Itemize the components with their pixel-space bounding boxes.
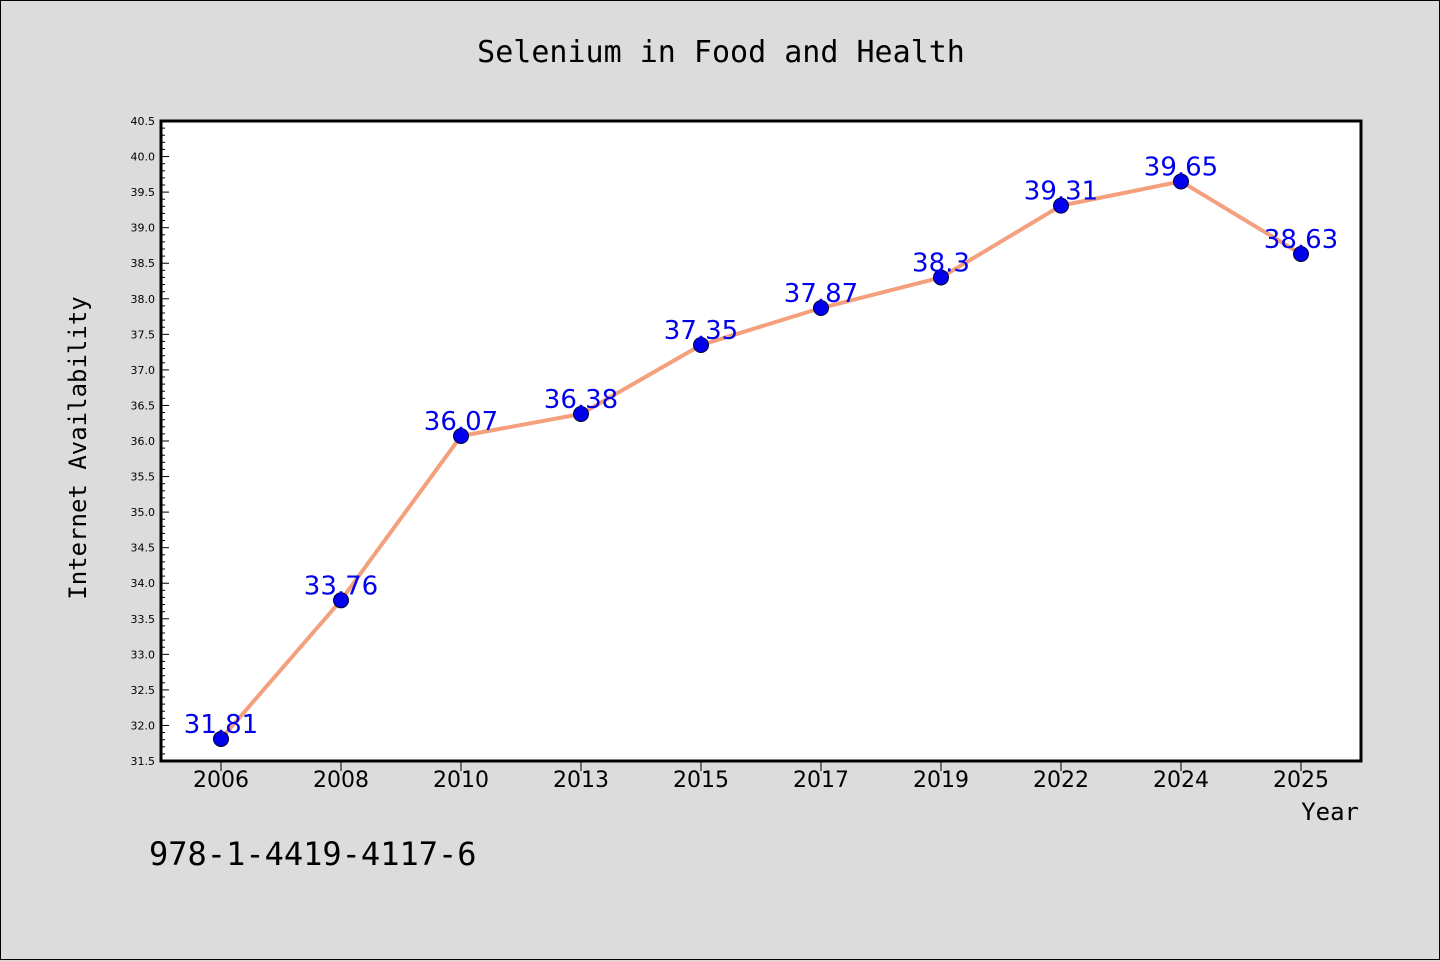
y-tick-label: 40.5 <box>131 115 156 128</box>
y-tick-label: 36.5 <box>131 399 156 412</box>
chart-title: Selenium in Food and Health <box>477 35 965 70</box>
data-label: 39.31 <box>1024 177 1098 207</box>
y-tick-label: 33.0 <box>131 648 156 661</box>
x-axis: 2006 2008 2010 2013 2015 2017 2019 2022 2024 2025 <box>193 761 1329 793</box>
data-label: 36.38 <box>544 385 618 415</box>
data-label: 37.35 <box>664 316 738 346</box>
x-tick-label: 2006 <box>193 768 249 793</box>
data-point <box>933 269 949 286</box>
data-label: 39.65 <box>1144 152 1218 182</box>
x-tick-label: 2019 <box>913 768 969 793</box>
data-point <box>1173 173 1189 190</box>
y-tick-label: 33.5 <box>131 613 156 626</box>
y-tick-label: 38.5 <box>131 257 156 270</box>
data-point <box>1293 245 1309 262</box>
y-tick-label: 35.5 <box>131 471 156 484</box>
y-axis: 31.5 32.0 32.5 33.0 33.5 34.0 34.5 35.0 35.5 36.0… <box>131 115 169 768</box>
x-tick-label: 2013 <box>553 768 609 793</box>
y-tick-label: 37.0 <box>131 364 156 377</box>
data-label: 33.76 <box>304 571 378 601</box>
x-tick-label: 2024 <box>1153 768 1209 793</box>
y-tick-label: 36.0 <box>131 435 156 448</box>
data-label: 38.63 <box>1264 225 1338 255</box>
plot-area <box>159 119 1363 763</box>
data-label: 38.3 <box>912 248 970 278</box>
y-tick-label: 32.5 <box>131 684 156 697</box>
data-label: 37.87 <box>784 279 858 309</box>
data-label: 36.07 <box>424 407 498 437</box>
y-tick-label: 39.0 <box>131 222 156 235</box>
x-tick-label: 2025 <box>1273 768 1329 793</box>
y-tick-label: 34.0 <box>131 577 156 590</box>
data-point <box>213 730 229 747</box>
y-tick-label: 32.0 <box>131 719 156 732</box>
data-point <box>333 592 349 609</box>
data-point <box>1053 197 1069 214</box>
y-tick-label: 40.0 <box>131 151 156 164</box>
isbn-text: 978-1-4419-4117-6 <box>149 835 477 873</box>
x-axis-label: Year <box>1301 798 1359 826</box>
y-tick-label: 37.5 <box>131 328 156 341</box>
y-tick-label: 34.5 <box>131 542 156 555</box>
x-tick-label: 2010 <box>433 768 489 793</box>
x-tick-label: 2017 <box>793 768 849 793</box>
x-tick-label: 2008 <box>313 768 369 793</box>
y-tick-label: 39.5 <box>131 186 156 199</box>
y-tick-label: 31.5 <box>131 755 156 768</box>
y-tick-label: 35.0 <box>131 506 156 519</box>
data-point <box>453 428 469 445</box>
y-tick-label: 38.0 <box>131 293 156 306</box>
series-line <box>219 179 1303 741</box>
x-tick-label: 2022 <box>1033 768 1089 793</box>
data-point <box>693 337 709 353</box>
data-label: 31.81 <box>184 710 258 740</box>
data-point <box>813 300 829 317</box>
x-tick-label: 2015 <box>673 768 729 793</box>
series-group: 31.81 33.76 36.07 36.38 37.35 37.87 38.3 39.31 3… <box>184 152 1338 747</box>
data-point <box>573 405 589 422</box>
